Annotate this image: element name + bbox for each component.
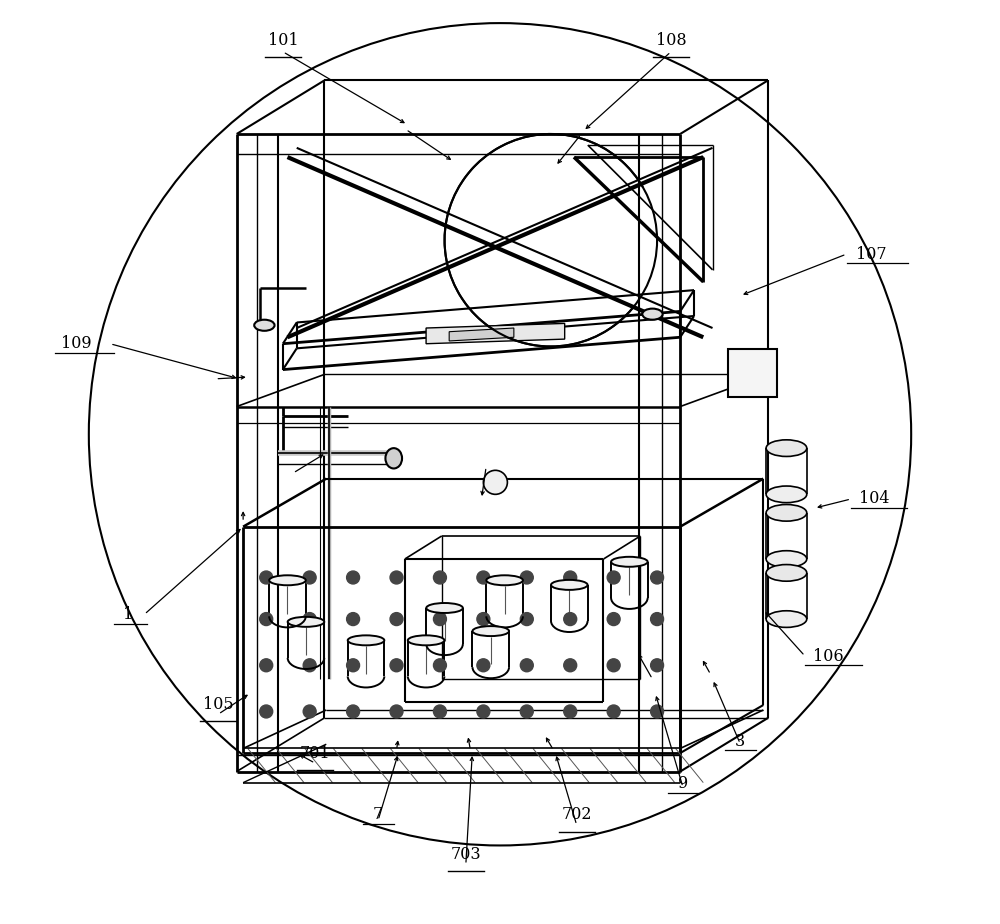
Ellipse shape [348, 636, 384, 645]
Ellipse shape [611, 557, 648, 566]
Polygon shape [449, 328, 514, 341]
Circle shape [651, 659, 664, 672]
Ellipse shape [766, 486, 807, 503]
Ellipse shape [269, 576, 306, 585]
Circle shape [390, 571, 403, 584]
Circle shape [651, 705, 664, 718]
Ellipse shape [766, 551, 807, 567]
Circle shape [607, 659, 620, 672]
Circle shape [347, 571, 360, 584]
Ellipse shape [472, 626, 509, 636]
Circle shape [347, 659, 360, 672]
Text: 7: 7 [373, 807, 383, 823]
Bar [728, 349, 777, 397]
Circle shape [607, 705, 620, 718]
Circle shape [260, 571, 273, 584]
Circle shape [390, 705, 403, 718]
Text: 104: 104 [859, 491, 889, 507]
Circle shape [564, 571, 577, 584]
Ellipse shape [766, 565, 807, 581]
Circle shape [347, 613, 360, 626]
Text: 101: 101 [268, 32, 298, 49]
Ellipse shape [766, 505, 807, 521]
Circle shape [477, 613, 490, 626]
Circle shape [260, 659, 273, 672]
Text: 1: 1 [123, 606, 134, 623]
Circle shape [607, 571, 620, 584]
Ellipse shape [288, 617, 324, 626]
Ellipse shape [642, 309, 663, 320]
Circle shape [564, 659, 577, 672]
Polygon shape [426, 323, 565, 344]
Circle shape [433, 705, 446, 718]
Circle shape [303, 571, 316, 584]
Circle shape [260, 613, 273, 626]
Circle shape [433, 659, 446, 672]
Text: 109: 109 [61, 335, 92, 352]
Circle shape [520, 659, 533, 672]
Circle shape [564, 613, 577, 626]
Circle shape [89, 23, 911, 845]
Circle shape [260, 705, 273, 718]
Circle shape [651, 613, 664, 626]
Text: 3: 3 [735, 733, 745, 749]
Circle shape [483, 470, 507, 494]
Text: 106: 106 [813, 648, 843, 664]
Circle shape [433, 571, 446, 584]
Circle shape [303, 613, 316, 626]
Text: 703: 703 [450, 846, 481, 863]
Circle shape [520, 705, 533, 718]
Text: 108: 108 [656, 32, 686, 49]
Circle shape [303, 659, 316, 672]
Ellipse shape [551, 580, 588, 590]
Ellipse shape [408, 636, 444, 645]
Circle shape [347, 705, 360, 718]
Circle shape [433, 613, 446, 626]
Ellipse shape [486, 576, 523, 585]
Circle shape [303, 705, 316, 718]
Text: 9: 9 [678, 775, 688, 792]
Circle shape [390, 613, 403, 626]
Text: 107: 107 [856, 246, 887, 262]
Ellipse shape [426, 603, 463, 613]
Circle shape [390, 659, 403, 672]
Circle shape [477, 659, 490, 672]
Ellipse shape [385, 448, 402, 468]
Circle shape [477, 571, 490, 584]
Ellipse shape [766, 611, 807, 627]
Circle shape [477, 705, 490, 718]
Circle shape [520, 571, 533, 584]
Circle shape [651, 571, 664, 584]
Text: 701: 701 [300, 745, 331, 761]
Circle shape [607, 613, 620, 626]
Circle shape [520, 613, 533, 626]
Text: 105: 105 [203, 696, 233, 712]
Ellipse shape [766, 440, 807, 456]
Circle shape [564, 705, 577, 718]
Ellipse shape [254, 320, 275, 331]
Text: 702: 702 [561, 807, 592, 823]
